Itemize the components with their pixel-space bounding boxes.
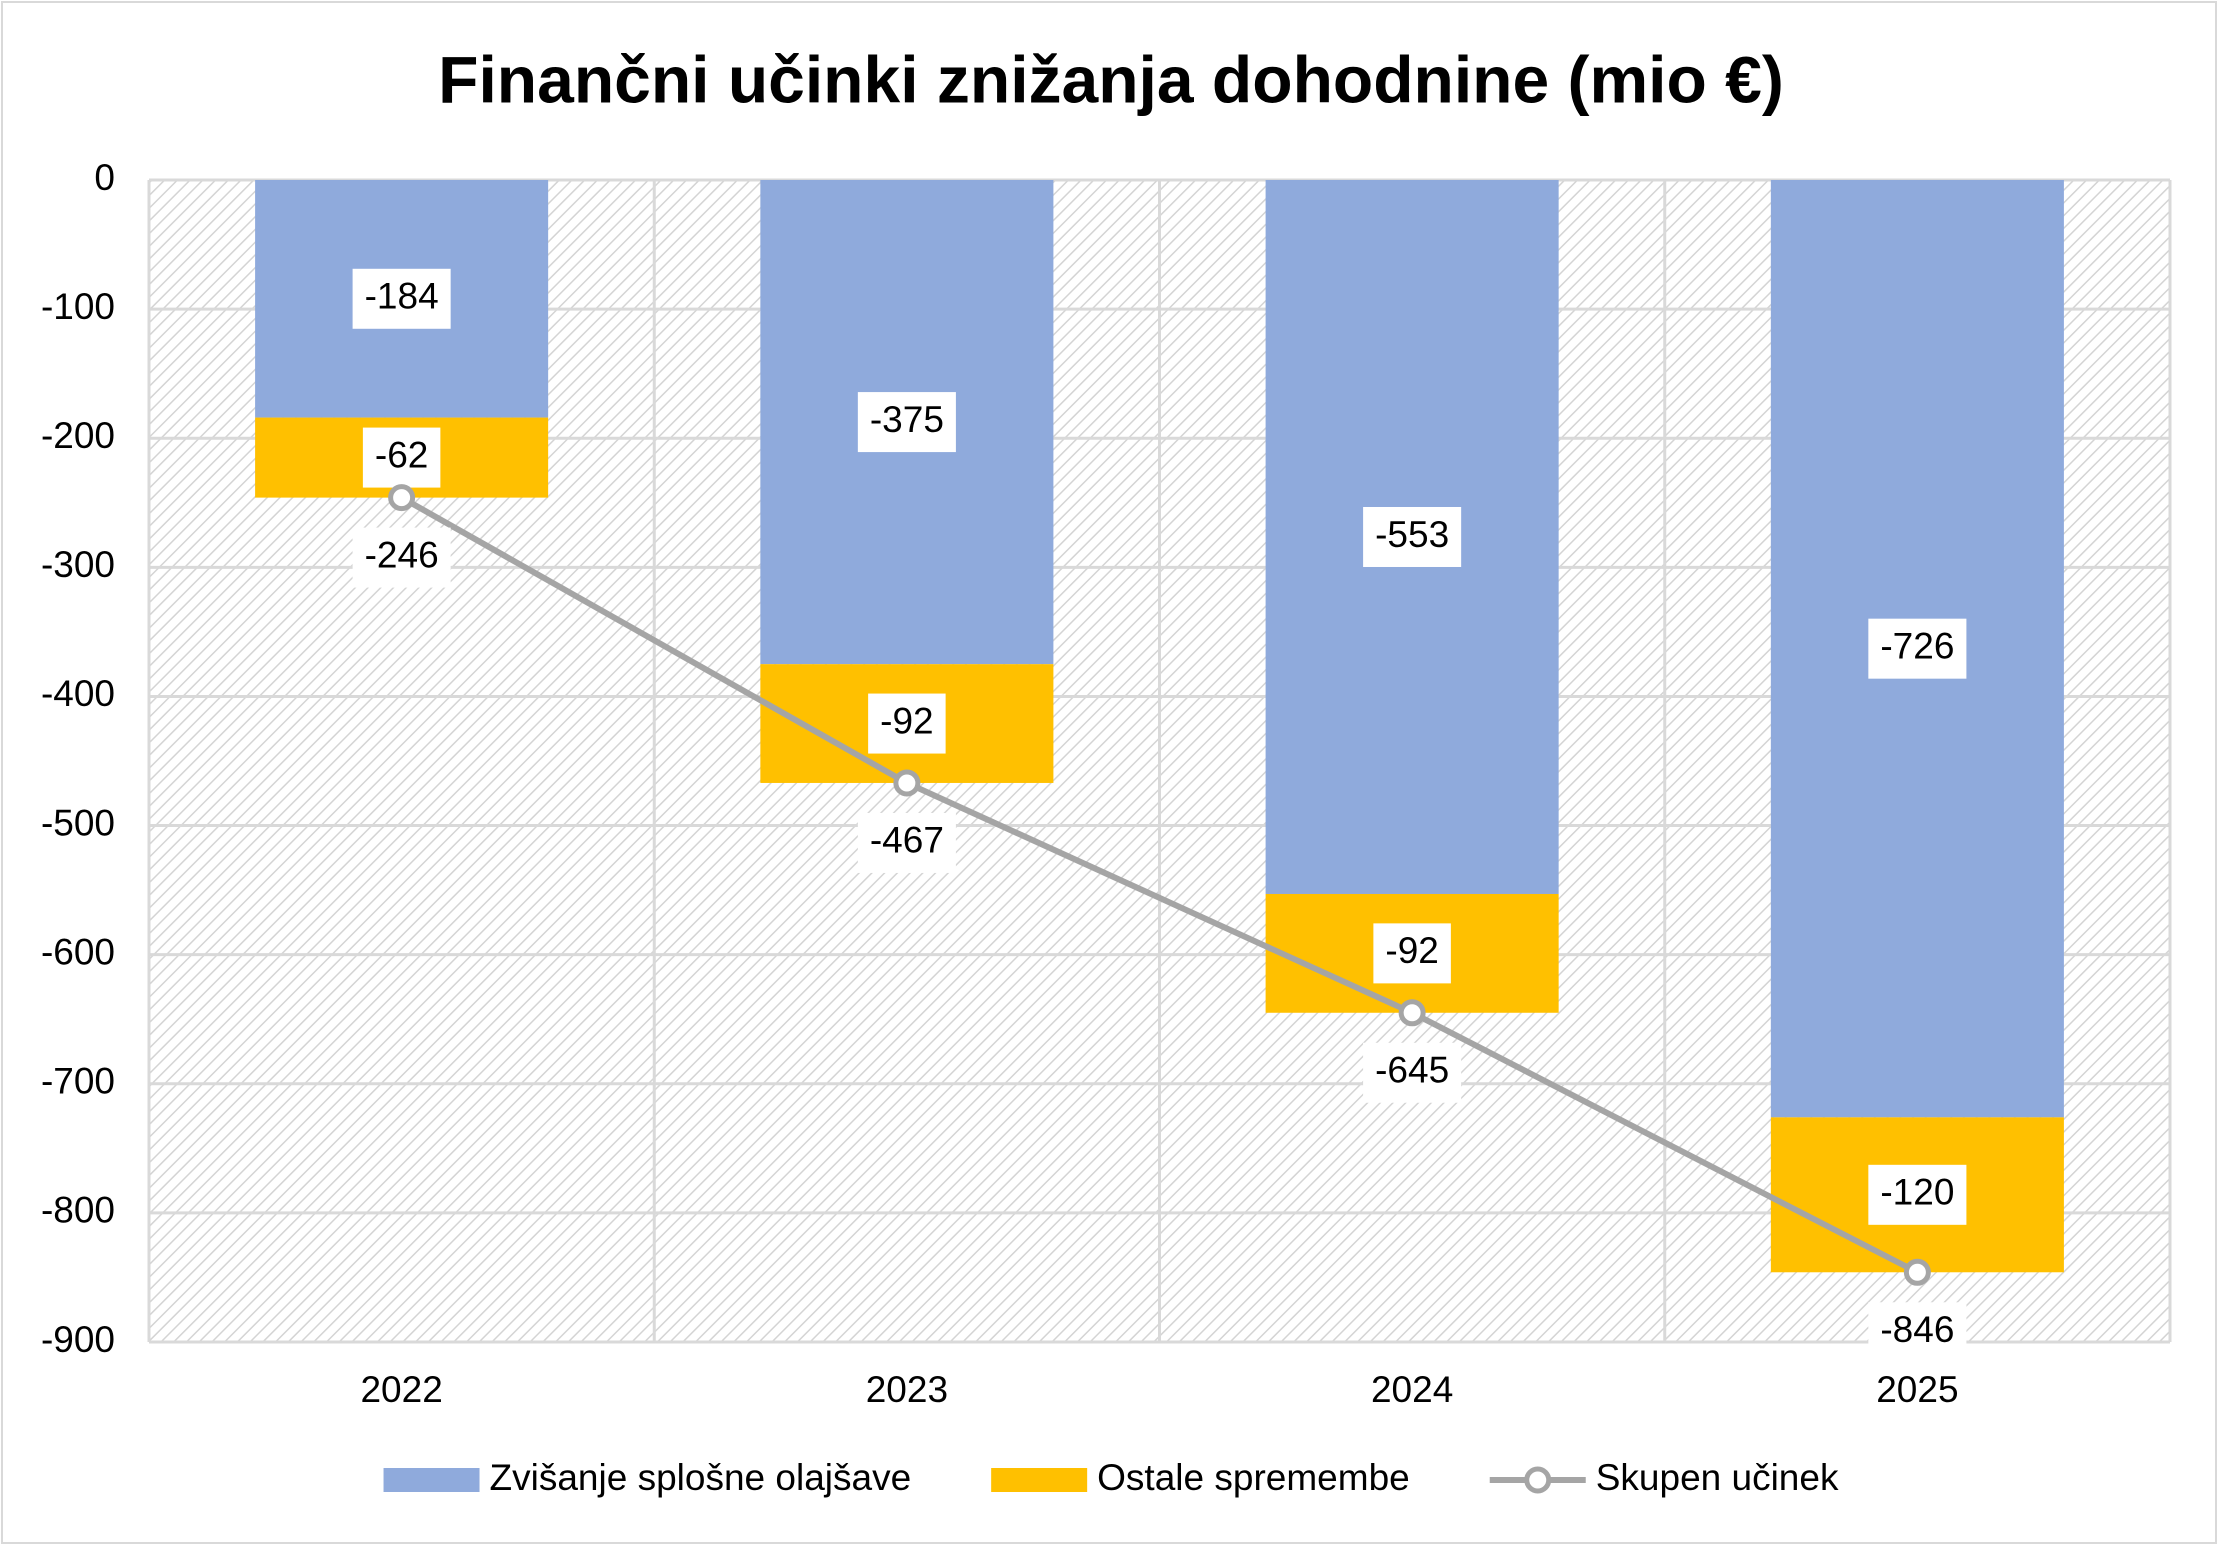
y-tick-label: -800 <box>41 1190 115 1231</box>
data-label-box <box>1868 618 1967 679</box>
line-marker <box>388 484 416 512</box>
y-tick-label: -100 <box>41 286 115 327</box>
y-tick-label: -400 <box>41 673 115 714</box>
data-label: -62 <box>375 434 428 475</box>
data-label: -92 <box>1385 930 1438 971</box>
data-label: -120 <box>1880 1172 1954 1213</box>
data-label-box <box>857 812 956 873</box>
y-tick-label: -700 <box>41 1061 115 1102</box>
data-label-box <box>1868 1302 1967 1363</box>
data-label-box <box>1363 1042 1462 1103</box>
data-label: -92 <box>880 700 933 741</box>
data-label-box <box>1363 506 1462 567</box>
data-label-box <box>362 427 441 488</box>
data-label: -184 <box>365 276 439 317</box>
x-tick-label: 2025 <box>1876 1369 1958 1410</box>
x-tick-label: 2022 <box>360 1369 442 1410</box>
data-label-box <box>868 693 946 754</box>
data-label-box <box>1373 923 1451 984</box>
data-label: -467 <box>870 820 944 861</box>
legend-label: Ostale spremembe <box>1097 1457 1410 1498</box>
x-tick-label: 2023 <box>866 1369 948 1410</box>
data-label-box <box>352 268 451 329</box>
x-tick-label: 2024 <box>1371 1369 1453 1410</box>
data-label-box <box>1868 1164 1967 1225</box>
legend-label: Zvišanje splošne olajšave <box>490 1457 912 1498</box>
line-marker <box>1903 1258 1931 1286</box>
y-tick-label: -500 <box>41 802 115 843</box>
line-marker <box>1398 999 1426 1027</box>
y-tick-label: -200 <box>41 415 115 456</box>
legend-marker <box>1524 1466 1552 1494</box>
data-label: -645 <box>1375 1050 1449 1091</box>
data-label-box <box>857 392 956 453</box>
chart-title: Finančni učinki znižanja dohodnine (mio … <box>438 42 1784 116</box>
legend-label: Skupen učinek <box>1596 1457 1839 1498</box>
data-label: -846 <box>1880 1309 1954 1350</box>
legend-swatch <box>383 1468 480 1492</box>
y-tick-label: -900 <box>41 1319 115 1360</box>
y-tick-label: 0 <box>94 157 115 198</box>
data-label: -553 <box>1375 514 1449 555</box>
line <box>400 495 1919 1275</box>
data-label-box <box>352 527 451 588</box>
y-tick-label: -300 <box>41 544 115 585</box>
data-label: -726 <box>1880 625 1954 666</box>
data-label: -375 <box>870 399 944 440</box>
line-marker <box>893 769 921 797</box>
data-label: -246 <box>365 534 439 575</box>
y-tick-label: -600 <box>41 931 115 972</box>
legend-swatch <box>991 1468 1088 1492</box>
